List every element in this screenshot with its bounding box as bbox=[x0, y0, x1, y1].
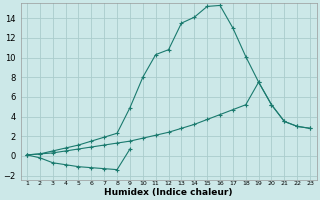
X-axis label: Humidex (Indice chaleur): Humidex (Indice chaleur) bbox=[104, 188, 233, 197]
